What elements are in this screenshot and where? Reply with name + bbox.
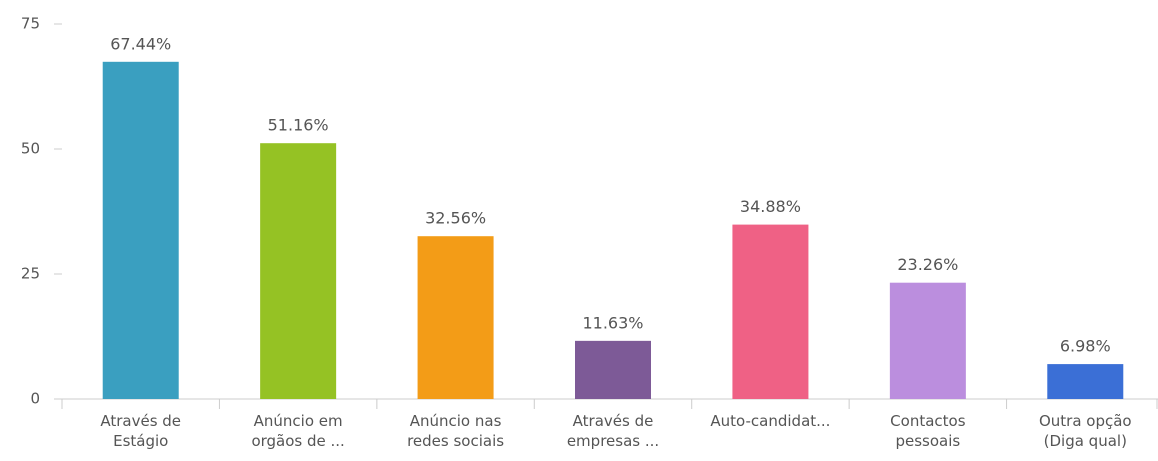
x-tick-label-line: Através de	[100, 412, 181, 430]
value-label: 6.98%	[1060, 337, 1111, 356]
x-tick-label-line: Estágio	[113, 432, 168, 450]
bar	[417, 236, 494, 399]
x-tick-label-line: Contactos	[890, 412, 966, 430]
bar	[260, 143, 337, 399]
x-tick-label: Através de empresas ...	[567, 412, 659, 450]
value-label: 51.16%	[268, 116, 329, 135]
bar	[732, 224, 809, 399]
value-label: 34.88%	[740, 197, 801, 216]
x-tick-label-line: Outra opção	[1039, 412, 1132, 430]
x-tick-label: Contactos pessoais	[890, 412, 966, 450]
x-tick-label-line: orgãos de ...	[251, 432, 344, 450]
bar	[889, 282, 966, 399]
x-tick-label: Anúncio nas redes sociais	[407, 412, 504, 450]
bar	[1047, 364, 1124, 399]
x-tick-label-line: pessoais	[895, 432, 960, 450]
value-label: 67.44%	[110, 34, 171, 53]
x-tick-label: Através de Estágio	[100, 412, 181, 450]
y-tick-label: 0	[30, 390, 40, 408]
x-tick-label: Outra opção (Diga qual)	[1039, 412, 1132, 450]
y-tick-label: 50	[21, 140, 40, 158]
value-label: 23.26%	[897, 255, 958, 274]
value-label: 32.56%	[425, 209, 486, 228]
bar	[575, 340, 651, 399]
bar	[102, 61, 179, 400]
x-tick-label-line: Através de	[573, 412, 654, 430]
x-tick-label-line: Auto-candidat...	[710, 412, 830, 430]
y-tick-label: 75	[21, 15, 40, 33]
x-tick-label: Anúncio em orgãos de ...	[251, 412, 344, 450]
x-tick-label-line: Anúncio em	[254, 412, 343, 430]
x-tick-label-line: Anúncio nas	[410, 412, 502, 430]
value-label: 11.63%	[582, 313, 643, 332]
x-tick-label-line: (Diga qual)	[1044, 432, 1127, 450]
x-tick-label: Auto-candidat...	[710, 412, 830, 430]
x-tick-label-line: redes sociais	[407, 432, 504, 450]
x-tick-label-line: empresas ...	[567, 432, 659, 450]
y-tick-label: 25	[21, 265, 40, 283]
